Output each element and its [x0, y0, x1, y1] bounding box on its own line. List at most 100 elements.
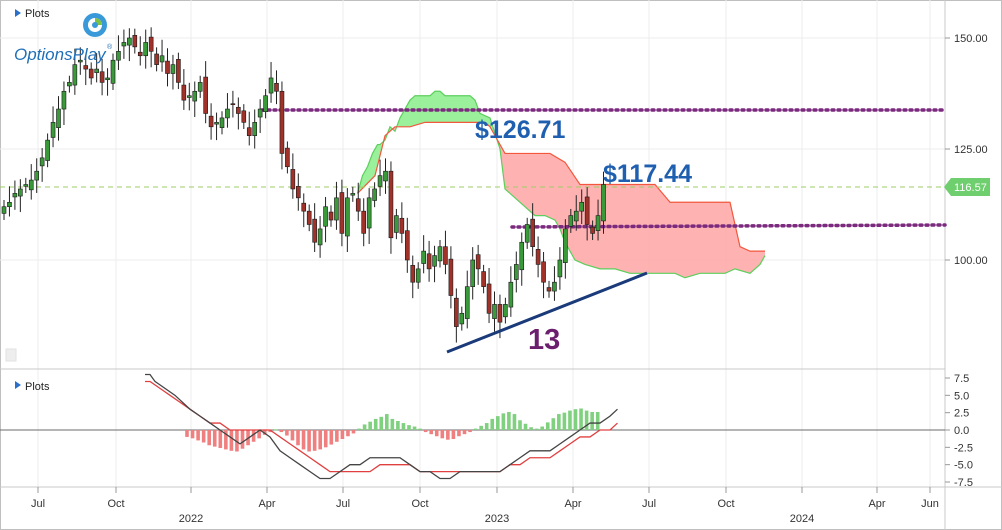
histogram-bar: [201, 430, 206, 443]
candle: [355, 182, 361, 221]
candle-body: [219, 117, 225, 128]
candle: [366, 188, 372, 245]
candle: [459, 306, 465, 331]
candle-body: [579, 201, 585, 212]
candle-body: [573, 210, 579, 222]
osc-tick-label: 5.0: [954, 390, 969, 402]
candle-body: [274, 82, 279, 92]
candle-body: [165, 60, 170, 74]
candle-body: [399, 217, 405, 234]
osc-tick-label: 7.5: [954, 373, 969, 385]
bull-cloud-segment: [357, 144, 383, 194]
histogram-bar: [507, 411, 511, 430]
bull-cloud-segment: [397, 91, 495, 135]
candle: [317, 216, 323, 258]
candle-body: [83, 65, 89, 70]
x-tick-label: Apr: [868, 498, 885, 510]
candle-body: [99, 71, 105, 83]
candle-body: [377, 175, 383, 187]
collapse-triangle-icon[interactable]: [15, 381, 21, 389]
candle-body: [524, 224, 530, 243]
candle-body: [404, 230, 410, 261]
histogram-bar: [551, 418, 556, 430]
candle-body: [563, 228, 568, 263]
candle-body: [159, 55, 165, 63]
candle-body: [214, 122, 219, 125]
candle: [486, 267, 492, 324]
candle: [306, 204, 312, 232]
candle-body: [432, 255, 437, 267]
lower-dotted-resistance: [510, 223, 947, 229]
candle: [236, 97, 241, 130]
candle: [154, 47, 159, 72]
candle: [323, 196, 328, 243]
candle-body: [197, 82, 203, 92]
collapse-triangle-icon[interactable]: [15, 9, 21, 17]
candle: [110, 53, 116, 90]
x-tick-label: 2023: [485, 513, 509, 525]
candle: [159, 39, 165, 72]
candle-body: [426, 253, 432, 270]
candle: [121, 29, 127, 59]
histogram-bar: [212, 430, 217, 447]
candle: [372, 182, 377, 208]
histogram-bar: [229, 430, 234, 451]
candle-body: [88, 68, 94, 79]
candle: [257, 99, 263, 134]
candle: [350, 186, 356, 202]
candle-body: [312, 218, 317, 243]
candle-body: [279, 90, 285, 154]
histogram-bar: [268, 430, 273, 433]
histogram-bar: [473, 428, 478, 430]
candle: [1, 200, 7, 221]
x-tick-label: Oct: [717, 498, 734, 510]
candle: [546, 280, 552, 298]
candle-body: [464, 286, 470, 319]
candle-body: [601, 184, 606, 222]
main-panel-header[interactable]: Plots: [15, 8, 50, 20]
histogram-bar: [540, 426, 544, 430]
candle-body: [94, 68, 99, 73]
candle: [252, 109, 257, 149]
histogram-bar: [290, 430, 295, 441]
candle-body: [383, 170, 388, 182]
histogram-bar: [318, 430, 322, 450]
candlestick-series: [1, 27, 606, 343]
candle-body: [56, 108, 61, 128]
histogram-bar: [307, 430, 311, 452]
candle-body: [143, 42, 148, 57]
x-tick-label: 2022: [179, 513, 203, 525]
histogram-bar: [224, 430, 228, 450]
histogram-bar: [523, 423, 528, 430]
pane-resize-handle[interactable]: [5, 348, 17, 362]
candle-body: [372, 188, 377, 201]
histogram-bar: [251, 430, 256, 442]
optionsplay-logo: OptionsPlay ®: [14, 13, 113, 64]
candle: [94, 53, 99, 83]
histogram-bar: [557, 414, 561, 430]
upper-resistance-label: $126.71: [475, 116, 565, 144]
candle: [568, 208, 574, 233]
candle: [61, 81, 67, 126]
candle: [181, 69, 187, 110]
histogram-bar: [479, 425, 483, 430]
candle: [23, 177, 29, 193]
candle: [34, 158, 40, 193]
candle: [437, 240, 443, 268]
x-tick-label: 2024: [790, 513, 814, 525]
histogram-bar: [335, 430, 339, 442]
osc-tick-label: -5.0: [954, 460, 973, 472]
osc-panel-header[interactable]: Plots: [15, 381, 50, 393]
histogram-bar: [418, 428, 422, 430]
candle-body: [39, 157, 45, 167]
support-trendline: [446, 271, 648, 354]
histogram-bar: [568, 410, 572, 430]
candle-body: [355, 198, 361, 212]
candle-body: [508, 281, 514, 308]
histogram-bar: [496, 416, 500, 430]
candle: [508, 266, 514, 317]
candle: [448, 246, 454, 309]
histogram-bar: [357, 428, 361, 430]
histogram-bar: [518, 420, 522, 430]
